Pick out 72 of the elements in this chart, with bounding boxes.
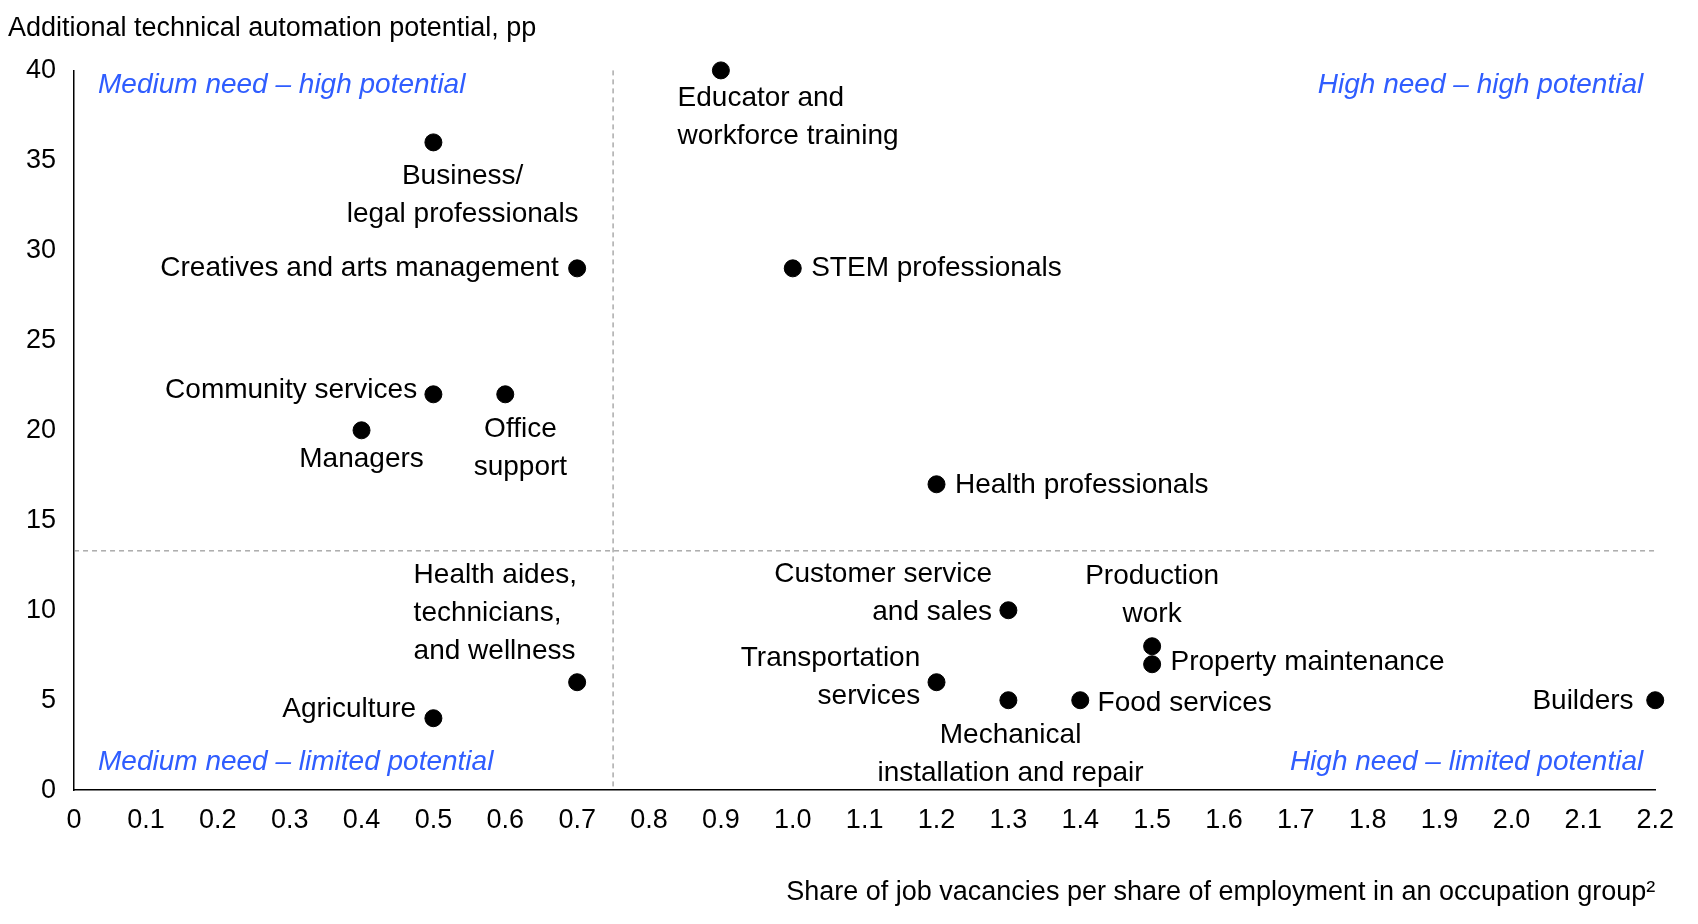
point (1646, 691, 1665, 710)
y-tick-label: 20 (25, 413, 57, 444)
y-tick-label: 15 (25, 503, 57, 534)
x-tick-label: 2.1 (1564, 803, 1603, 834)
annotation: Customer service and sales (774, 557, 993, 627)
annotation: Medium need – high potential (98, 68, 467, 100)
annotation: Managers (299, 442, 424, 474)
point (352, 421, 371, 440)
annotation: Educator and workforce training (676, 81, 899, 151)
x-tick-label: 1.7 (1277, 803, 1315, 834)
point (568, 673, 587, 692)
annotation: Builders (1532, 684, 1634, 716)
x-tick-label: 0.1 (127, 803, 165, 834)
x-tick-label: 1.8 (1348, 803, 1387, 834)
x-tick-label: 2.0 (1492, 803, 1531, 834)
x-tick-label: 1.1 (845, 803, 884, 834)
x-tick-label: 0.5 (414, 803, 453, 834)
y-tick-label: 5 (41, 683, 57, 714)
x-tick-label: 0.8 (630, 803, 668, 834)
x-tick-label: 0 (66, 803, 82, 834)
annotation: Property maintenance (1170, 644, 1445, 676)
y-axis-title: Additional technical automation potential, pp (8, 11, 537, 42)
x-tick-label: 1.2 (917, 803, 956, 834)
annotation: STEM professionals (811, 251, 1062, 283)
point (927, 673, 946, 692)
y-tick-label: 40 (25, 53, 57, 84)
point (927, 475, 946, 494)
y-tick-label: 0 (41, 773, 57, 804)
x-tick-label: 0.2 (199, 803, 237, 834)
point (999, 691, 1018, 710)
y-tick-label: 35 (25, 143, 57, 174)
x-tick-label: 1.6 (1205, 803, 1243, 834)
annotation: Community services (165, 372, 418, 404)
y-tick-label: 10 (25, 593, 57, 624)
point (1071, 691, 1090, 710)
x-tick-label: 1.3 (989, 803, 1028, 834)
x-tick-label: 2.2 (1636, 803, 1675, 834)
x-tick-label: 0.4 (342, 803, 381, 834)
annotation: Medium need – limited potential (98, 745, 495, 776)
x-axis-title: Share of job vacancies per share of employment in an occupation group² (786, 876, 1656, 907)
point (999, 601, 1018, 620)
point (1143, 655, 1162, 674)
point (783, 259, 802, 278)
annotation: High need – high potential (1317, 68, 1644, 100)
x-tick-label: 0.3 (270, 803, 309, 834)
point (1143, 637, 1162, 656)
annotation: Business/ legal professionals (346, 158, 579, 228)
annotation: Agriculture (282, 692, 417, 724)
point (568, 259, 587, 278)
point (424, 133, 443, 152)
x-tick-label: 0.7 (558, 803, 596, 834)
x-tick-label: 0.9 (702, 803, 740, 834)
x-tick-label: 1.4 (1061, 803, 1100, 834)
point (424, 385, 443, 404)
x-tick-label: 1.0 (773, 803, 812, 834)
point (496, 385, 515, 404)
annotation: Food services (1097, 686, 1272, 718)
x-tick-label: 1.9 (1420, 803, 1459, 834)
annotation: Health professionals (954, 468, 1209, 500)
annotation: Office support (473, 411, 568, 481)
annotation: Mechanical installation and repair (877, 717, 1144, 787)
annotation: Production work (1085, 558, 1220, 628)
annotation: Creatives and arts management (160, 251, 559, 283)
y-tick-label: 30 (25, 233, 57, 264)
point (711, 61, 730, 80)
x-tick-label: 0.6 (486, 803, 525, 834)
annotation: Transportation services (740, 641, 921, 711)
annotation: High need – limited potential (1289, 745, 1644, 776)
x-tick-label: 1.5 (1133, 803, 1171, 834)
annotation: Health aides, technicians, and wellness (413, 557, 578, 665)
point (424, 709, 443, 728)
y-tick-label: 25 (25, 323, 57, 354)
